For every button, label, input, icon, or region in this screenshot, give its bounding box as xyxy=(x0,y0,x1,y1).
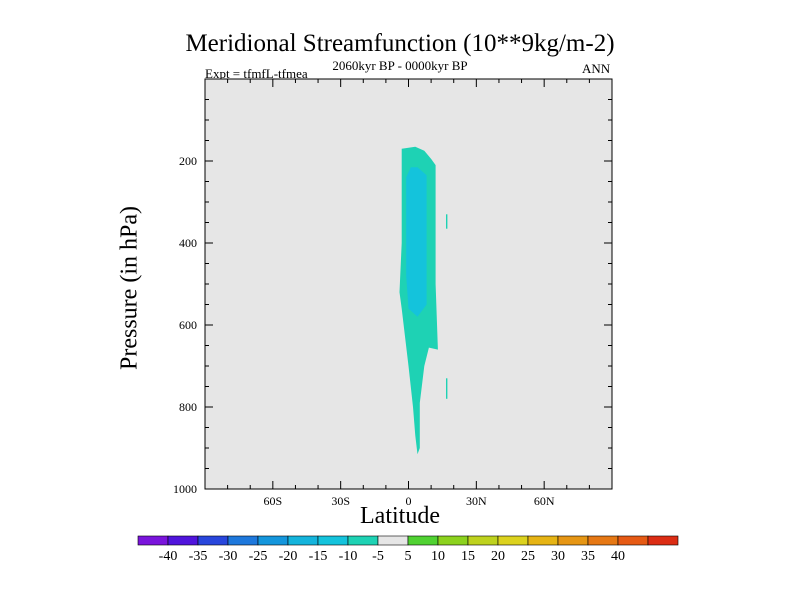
colorbar-swatch xyxy=(527,535,559,546)
colorbar-swatch xyxy=(647,535,679,546)
colorbar-swatch xyxy=(137,535,169,546)
chart-title: Meridional Streamfunction (10**9kg/m-2) xyxy=(185,30,615,57)
colorbar-label: -20 xyxy=(279,549,298,564)
colorbar-swatch xyxy=(497,535,529,546)
colorbar-label: 35 xyxy=(581,549,595,564)
experiment-label: Expt = tfmfL-tfmea xyxy=(205,66,308,81)
x-tick-label: 60N xyxy=(534,494,555,508)
colorbar-label: -5 xyxy=(372,549,384,564)
colorbar-swatch xyxy=(617,535,649,546)
y-tick-label: 200 xyxy=(179,154,197,168)
colorbar-label: -35 xyxy=(189,549,208,564)
colorbar-swatch xyxy=(227,535,259,546)
x-axis-label: Latitude xyxy=(360,503,440,529)
contour-small-patch-2 xyxy=(446,378,448,399)
colorbar-swatch xyxy=(347,535,379,546)
y-tick-label: 1000 xyxy=(173,482,197,496)
colorbar-label: 40 xyxy=(611,549,625,564)
colorbar-label: -15 xyxy=(309,549,328,564)
x-tick-label: 60S xyxy=(263,494,282,508)
colorbar-label: 5 xyxy=(405,549,412,564)
colorbar-swatch xyxy=(377,535,409,546)
colorbar-label: -40 xyxy=(159,549,178,564)
x-tick-label: 30N xyxy=(466,494,487,508)
colorbar-swatch xyxy=(557,535,589,546)
x-tick-label: 30S xyxy=(331,494,350,508)
colorbar-swatch xyxy=(467,535,499,546)
y-tick-label: 800 xyxy=(179,400,197,414)
colorbar-label: -10 xyxy=(339,549,358,564)
x-tick-label: 0 xyxy=(406,494,412,508)
season-label: ANN xyxy=(582,61,611,76)
colorbar-swatch xyxy=(197,535,229,546)
colorbar-label: 15 xyxy=(461,549,475,564)
colorbar-swatch xyxy=(317,535,349,546)
colorbar-label: 25 xyxy=(521,549,535,564)
colorbar-swatch xyxy=(257,535,289,546)
colorbar-label: -25 xyxy=(249,549,268,564)
y-tick-label: 400 xyxy=(179,236,197,250)
colorbar-swatch xyxy=(587,535,619,546)
chart-subtitle: 2060kyr BP - 0000kyr BP xyxy=(332,58,468,73)
contour-small-patch-1 xyxy=(446,214,448,229)
colorbar-label: -30 xyxy=(219,549,238,564)
colorbar-label: 20 xyxy=(491,549,505,564)
colorbar-swatch xyxy=(167,535,199,546)
contour-level-minus-15-to-minus-10 xyxy=(406,167,427,317)
colorbar-swatch xyxy=(437,535,469,546)
colorbar-swatch xyxy=(287,535,319,546)
colorbar-swatch xyxy=(407,535,439,546)
y-tick-label: 600 xyxy=(179,318,197,332)
colorbar-label: 10 xyxy=(431,549,445,564)
colorbar-label: 30 xyxy=(551,549,565,564)
